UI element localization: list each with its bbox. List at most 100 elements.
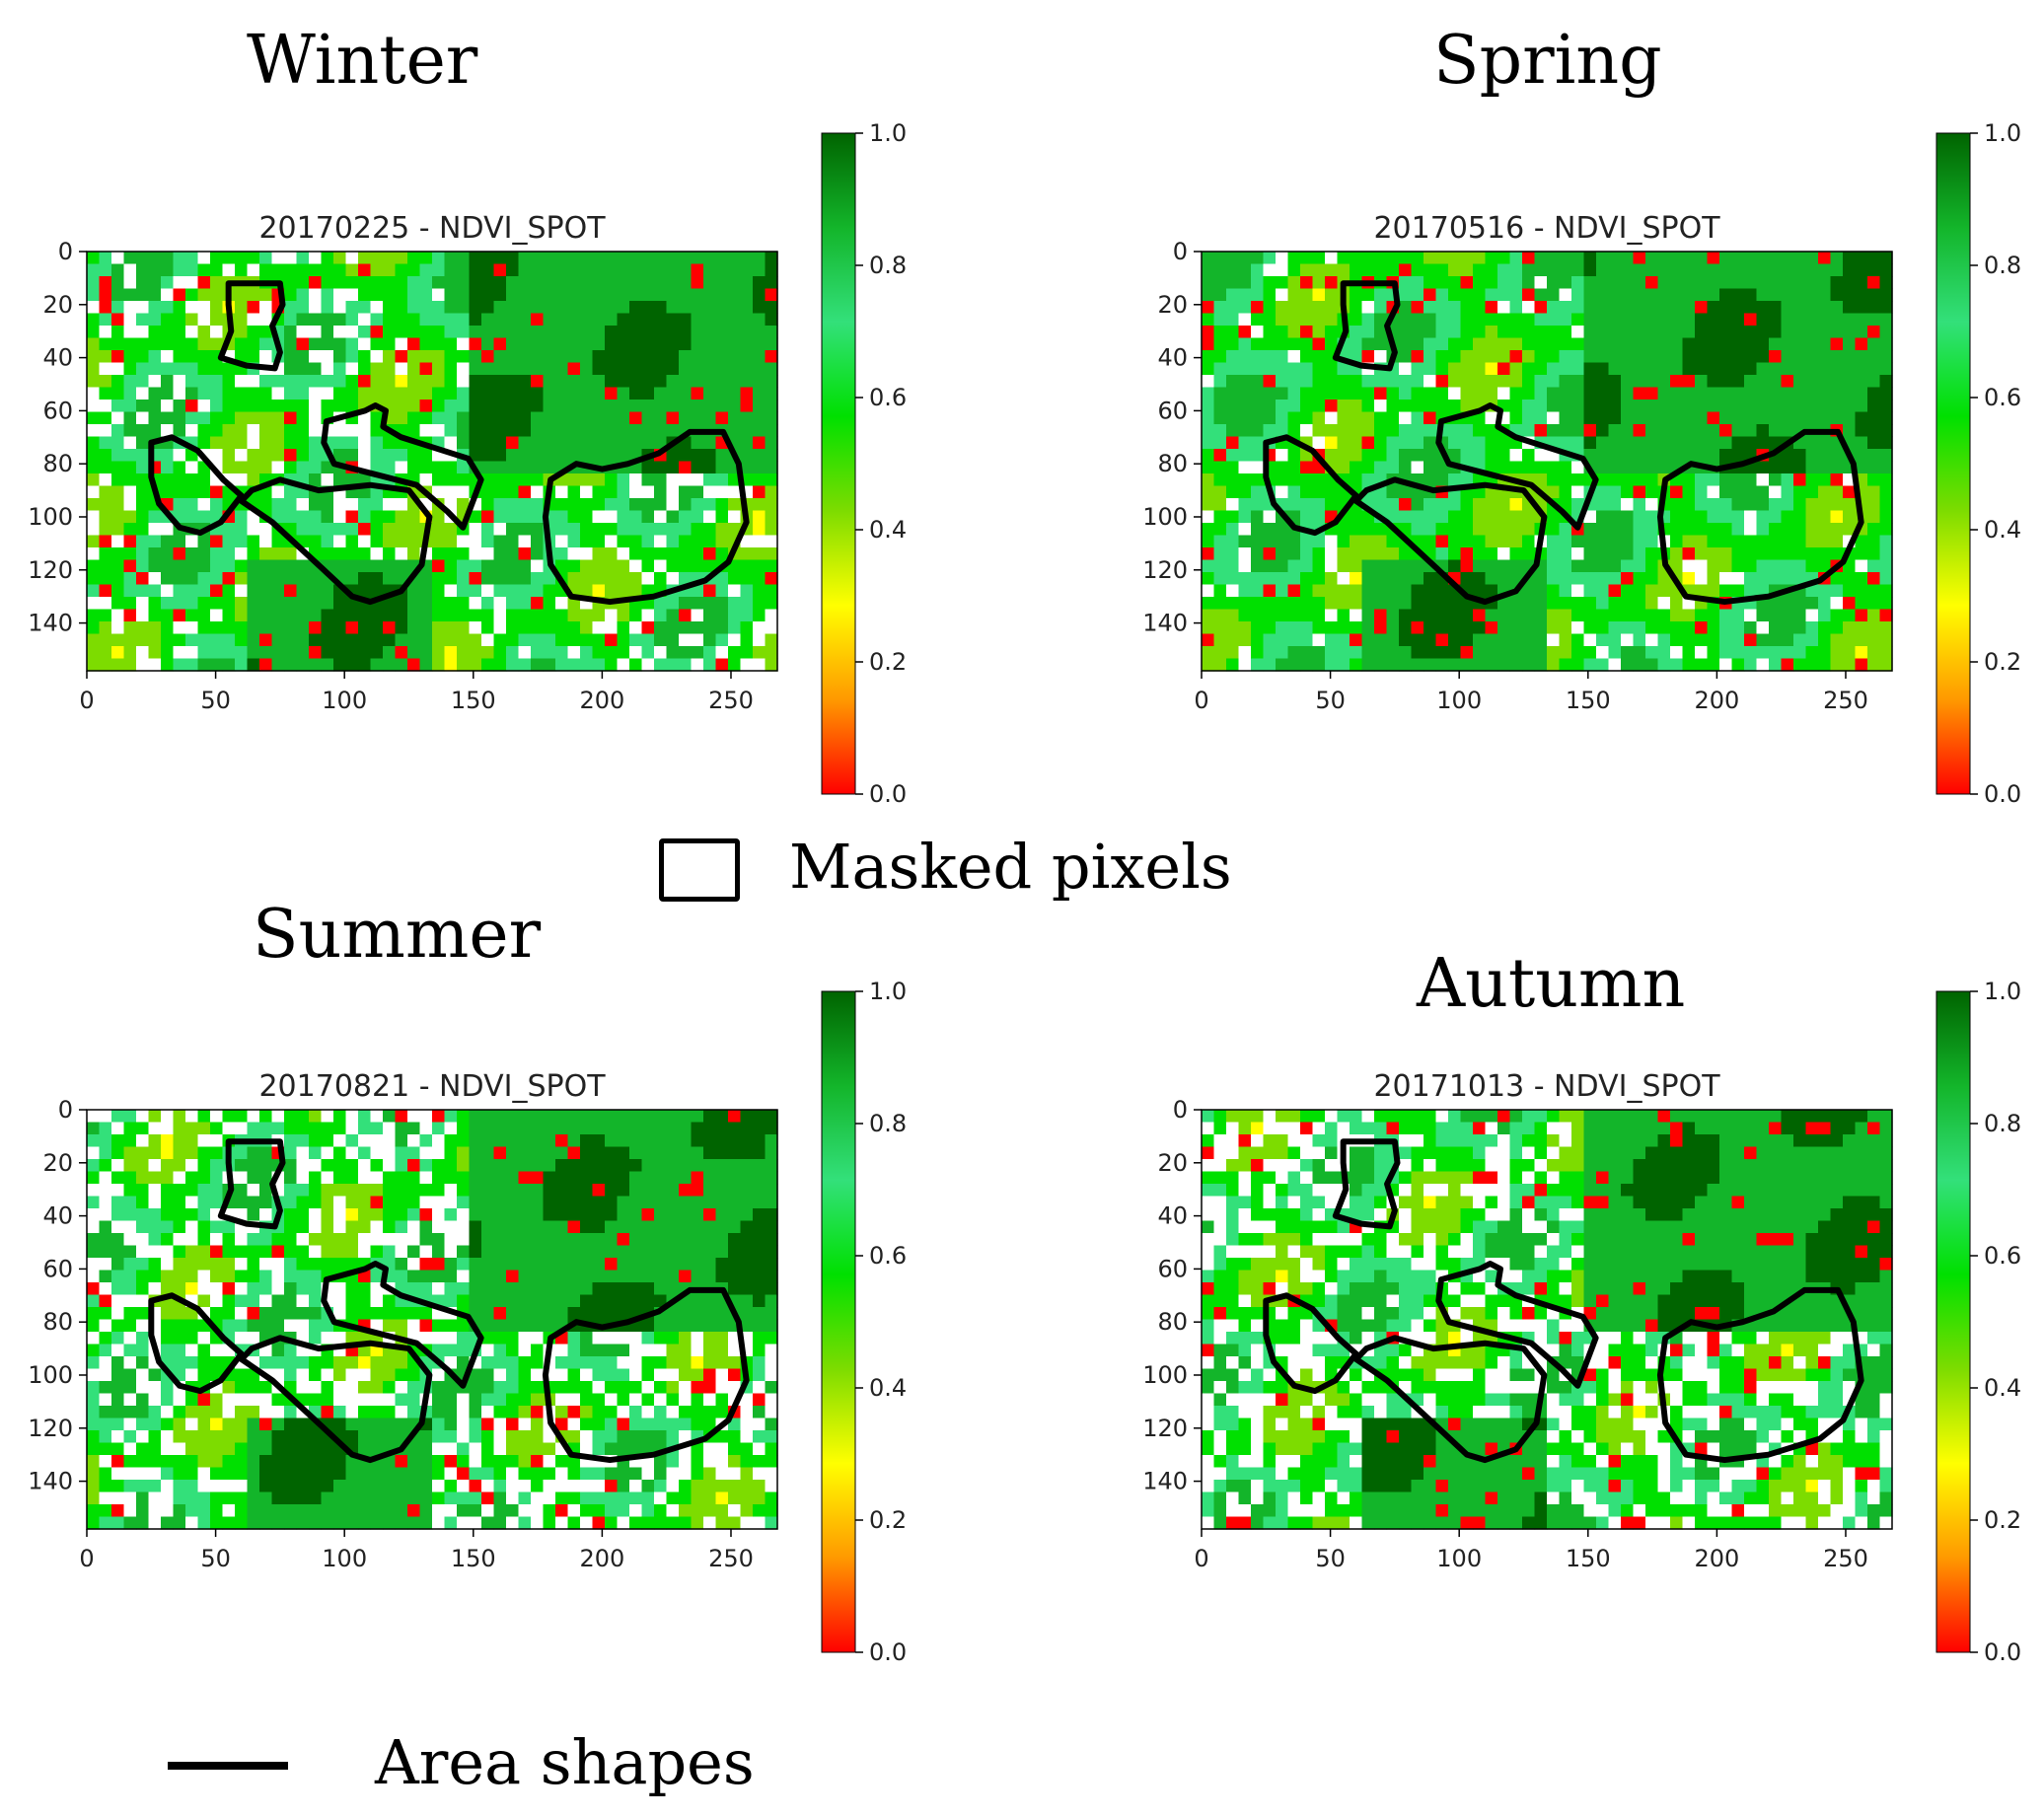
raster-cell <box>1202 362 1215 376</box>
raster-cell <box>654 400 668 413</box>
raster-cell <box>1287 313 1301 327</box>
raster-cell <box>641 1134 655 1148</box>
raster-cell <box>1263 350 1277 364</box>
raster-cell <box>1596 400 1610 413</box>
raster-cell <box>370 498 384 512</box>
raster-cell <box>1719 485 1733 499</box>
raster-cell <box>1361 411 1375 425</box>
raster-cell <box>111 621 125 635</box>
raster-cell <box>1312 597 1326 611</box>
raster-cell <box>1707 621 1720 635</box>
raster-cell <box>580 609 594 622</box>
raster-cell <box>345 301 359 315</box>
raster-cell <box>457 609 471 622</box>
raster-cell <box>383 523 397 537</box>
raster-cell <box>506 547 520 561</box>
raster-cell <box>1276 646 1289 660</box>
raster-cell <box>1719 424 1733 438</box>
raster-cell <box>679 523 693 537</box>
raster-cell <box>518 252 532 265</box>
raster-cell <box>753 461 766 474</box>
raster-cell <box>765 1294 778 1308</box>
raster-cell <box>185 276 199 290</box>
raster-cell <box>715 485 729 499</box>
raster-cell <box>1485 498 1498 512</box>
raster-cell <box>407 1307 421 1321</box>
raster-cell <box>197 658 211 672</box>
raster-cell <box>1435 510 1449 524</box>
raster-cell <box>407 1245 421 1259</box>
raster-cell <box>1460 387 1474 400</box>
raster-cell <box>1719 263 1733 277</box>
raster-cell <box>1830 633 1844 647</box>
season-title-autumn: Autumn <box>1417 945 1686 1023</box>
raster-cell <box>358 263 372 277</box>
raster-cell <box>432 559 446 573</box>
raster-cell <box>469 1233 482 1247</box>
raster-cell <box>1509 288 1523 302</box>
raster-cell <box>1867 301 1881 315</box>
raster-cell <box>592 301 606 315</box>
raster-cell <box>728 1134 742 1148</box>
raster-cell <box>1485 276 1498 290</box>
raster-cell <box>1744 411 1758 425</box>
raster-cell <box>592 436 606 450</box>
raster-cell <box>185 621 199 635</box>
raster-cell <box>1251 362 1265 376</box>
raster-cell <box>1424 523 1437 537</box>
raster-cell <box>1325 313 1339 327</box>
raster-cell <box>284 326 298 339</box>
raster-cell <box>1756 263 1770 277</box>
raster-cell <box>703 449 717 463</box>
raster-cell <box>358 301 372 315</box>
raster-cell <box>1448 609 1462 622</box>
raster-cell <box>173 1184 186 1198</box>
raster-cell <box>345 658 359 672</box>
raster-cell <box>432 1196 446 1209</box>
raster-cell <box>531 436 545 450</box>
raster-cell <box>1719 276 1733 290</box>
raster-cell <box>715 375 729 389</box>
raster-cell <box>728 350 742 364</box>
raster-cell <box>1805 337 1819 351</box>
raster-cell <box>481 498 495 512</box>
raster-cell <box>1731 362 1745 376</box>
raster-cell <box>765 498 778 512</box>
raster-cell <box>321 1122 334 1135</box>
raster-cell <box>1213 485 1227 499</box>
raster-cell <box>235 609 249 622</box>
raster-cell <box>481 485 495 499</box>
raster-cell <box>1276 572 1289 586</box>
raster-cell <box>592 572 606 586</box>
raster-cell <box>1867 288 1881 302</box>
raster-cell <box>99 1294 112 1308</box>
raster-cell <box>235 350 249 364</box>
raster-cell <box>259 449 273 463</box>
raster-cell <box>703 387 717 400</box>
raster-cell <box>629 498 643 512</box>
raster-cell <box>358 633 372 647</box>
raster-cell <box>753 1196 766 1209</box>
raster-cell <box>765 658 778 672</box>
raster-cell <box>407 1319 421 1333</box>
raster-cell <box>1559 424 1572 438</box>
raster-cell <box>345 547 359 561</box>
raster-cell <box>605 288 619 302</box>
raster-cell <box>87 1184 101 1198</box>
raster-cell <box>1879 436 1893 450</box>
raster-cell <box>99 276 112 290</box>
raster-cell <box>296 1319 310 1333</box>
raster-cell <box>1657 301 1671 315</box>
raster-cell <box>506 1220 520 1234</box>
raster-cell <box>1867 597 1881 611</box>
ndvi-raster <box>87 252 778 672</box>
raster-cell <box>1879 411 1893 425</box>
raster-cell <box>1202 597 1215 611</box>
raster-cell <box>1213 559 1227 573</box>
raster-cell <box>1374 559 1388 573</box>
raster-cell <box>1213 449 1227 463</box>
raster-cell <box>1386 375 1400 389</box>
raster-cell <box>87 350 101 364</box>
raster-cell <box>1522 609 1536 622</box>
